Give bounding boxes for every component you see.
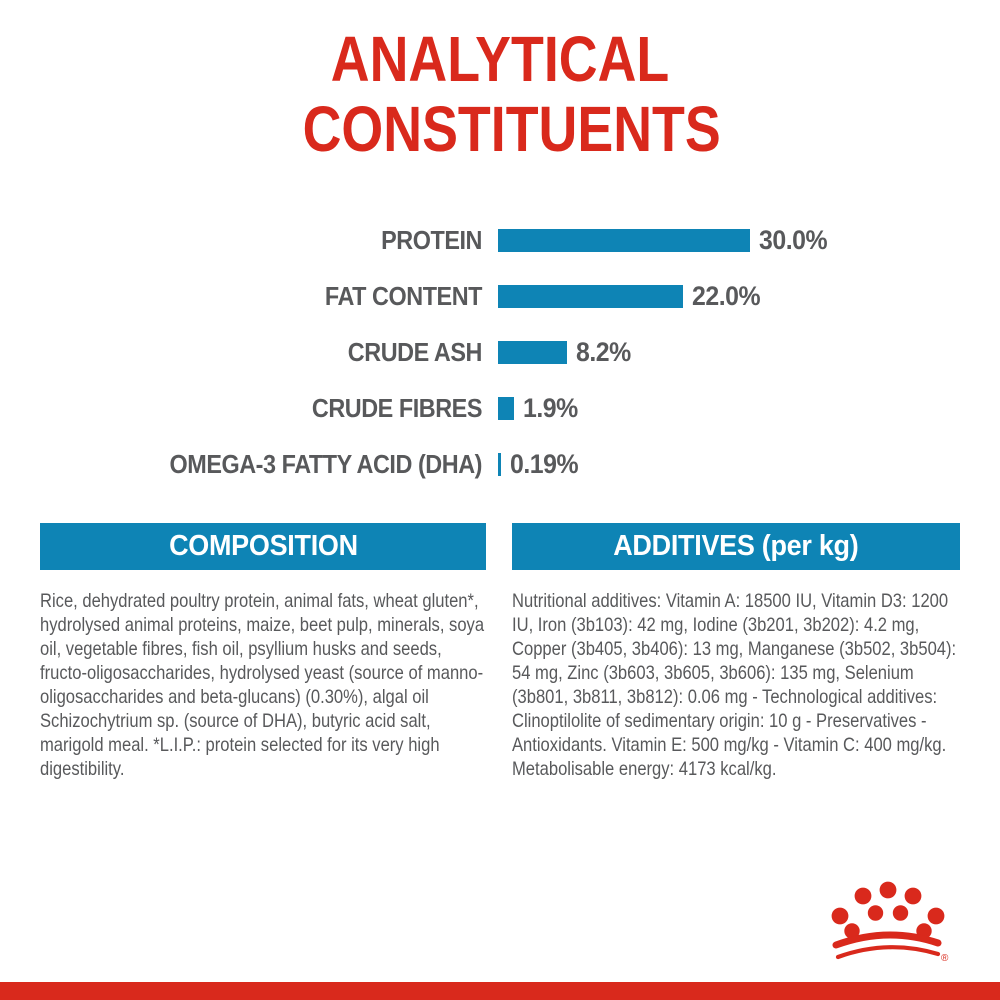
bar-label: FAT CONTENT xyxy=(324,280,483,311)
bar-label: OMEGA-3 FATTY ACID (DHA) xyxy=(169,448,483,479)
bar-label: CRUDE FIBRES xyxy=(311,392,483,423)
bar-label: PROTEIN xyxy=(381,224,482,255)
bar xyxy=(498,340,567,364)
composition-header: COMPOSITION xyxy=(168,530,358,562)
page-title-text: ANALYTICAL CONSTITUENTS xyxy=(302,23,721,166)
analytical-chart: PROTEIN 30.0% FAT CONTENT 22.0% CRUDE ASH 8.2… xyxy=(0,212,1000,492)
composition-text: Rice, dehydrated poultry protein, animal… xyxy=(40,590,485,780)
additives-header-banner: ADDITIVES (per kg) xyxy=(512,523,960,570)
royal-canin-crown-logo: ® xyxy=(831,881,949,964)
bar-value: 22.0% xyxy=(691,280,761,311)
bar xyxy=(498,284,683,308)
bar-value: 8.2% xyxy=(575,336,631,367)
composition-section: COMPOSITION Rice, dehydrated poultry pro… xyxy=(40,523,486,781)
composition-header-banner: COMPOSITION xyxy=(40,523,486,570)
bar xyxy=(498,452,501,476)
additives-text: Nutritional additives: Vitamin A: 18500 … xyxy=(512,590,957,780)
bar-value: 0.19% xyxy=(509,448,579,479)
additives-section: ADDITIVES (per kg) Nutritional additives… xyxy=(512,523,960,781)
chart-row: PROTEIN 30.0% xyxy=(0,212,1000,268)
bar-label: CRUDE ASH xyxy=(347,336,483,367)
chart-row: CRUDE FIBRES 1.9% xyxy=(0,380,1000,436)
chart-row: OMEGA-3 FATTY ACID (DHA) 0.19% xyxy=(0,436,1000,492)
registered-trademark: ® xyxy=(941,953,949,964)
bar xyxy=(498,396,514,420)
page-title: ANALYTICAL CONSTITUENTS xyxy=(80,24,920,165)
footer-red-band xyxy=(0,982,1000,1000)
bar xyxy=(498,228,750,252)
bar-value: 30.0% xyxy=(759,224,828,255)
crown-base-arcs xyxy=(832,931,942,960)
chart-row: FAT CONTENT 22.0% xyxy=(0,268,1000,324)
bar-value: 1.9% xyxy=(522,392,578,423)
chart-row: CRUDE ASH 8.2% xyxy=(0,324,1000,380)
crown-dots xyxy=(831,881,945,939)
additives-header: ADDITIVES (per kg) xyxy=(613,530,859,562)
